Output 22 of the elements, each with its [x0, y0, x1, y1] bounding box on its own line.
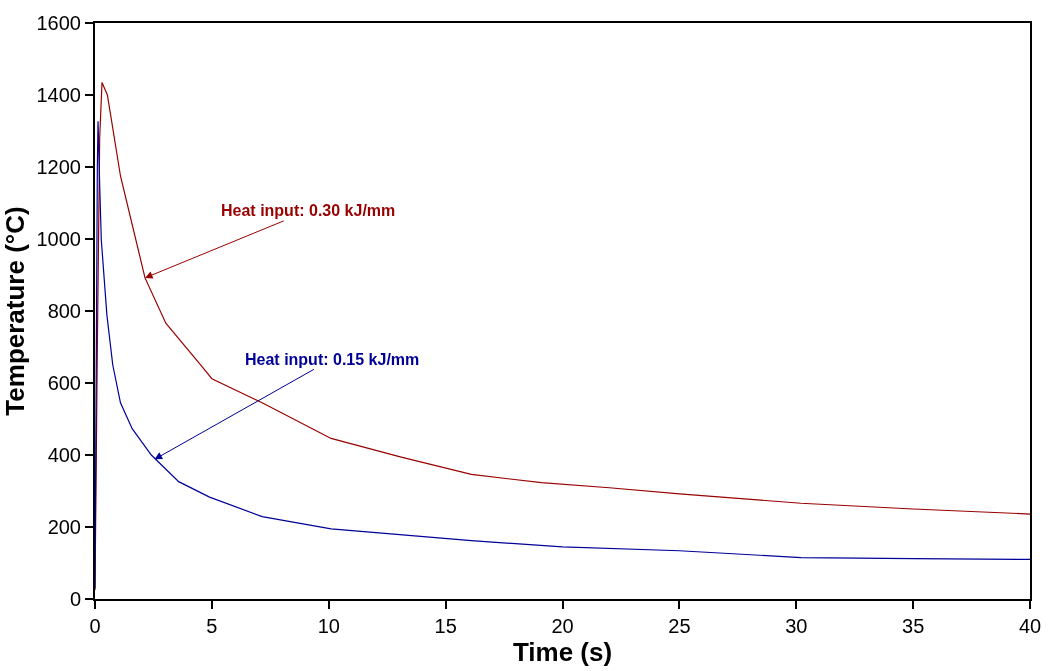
- y-tick-label: 600: [47, 372, 81, 394]
- x-tick-label: 10: [317, 615, 340, 637]
- y-tick-label: 400: [47, 444, 81, 466]
- x-tick-label: 15: [434, 615, 457, 637]
- y-tick-label: 200: [47, 516, 81, 538]
- y-tick-label: 1000: [36, 228, 81, 250]
- y-tick-label: 800: [47, 300, 81, 322]
- x-axis-title: Time (s): [512, 637, 613, 667]
- annotation: Heat input: 0.15 kJ/mm: [245, 351, 420, 368]
- y-tick-label: 0: [69, 588, 81, 610]
- x-tick-label: 35: [902, 615, 925, 637]
- y-tick-label: 1200: [36, 156, 81, 178]
- x-tick-label: 40: [1018, 615, 1042, 637]
- y-tick-label: 1400: [36, 84, 81, 106]
- y-tick-label: 1600: [36, 12, 81, 34]
- y-axis-title: Temperature (°C): [0, 206, 30, 416]
- x-tick-label: 25: [668, 615, 691, 637]
- annotation: Heat input: 0.30 kJ/mm: [221, 202, 396, 219]
- x-tick-label: 20: [551, 615, 574, 637]
- x-tick-label: 0: [89, 615, 101, 637]
- x-tick-label: 30: [785, 615, 808, 637]
- x-tick-label: 5: [206, 615, 218, 637]
